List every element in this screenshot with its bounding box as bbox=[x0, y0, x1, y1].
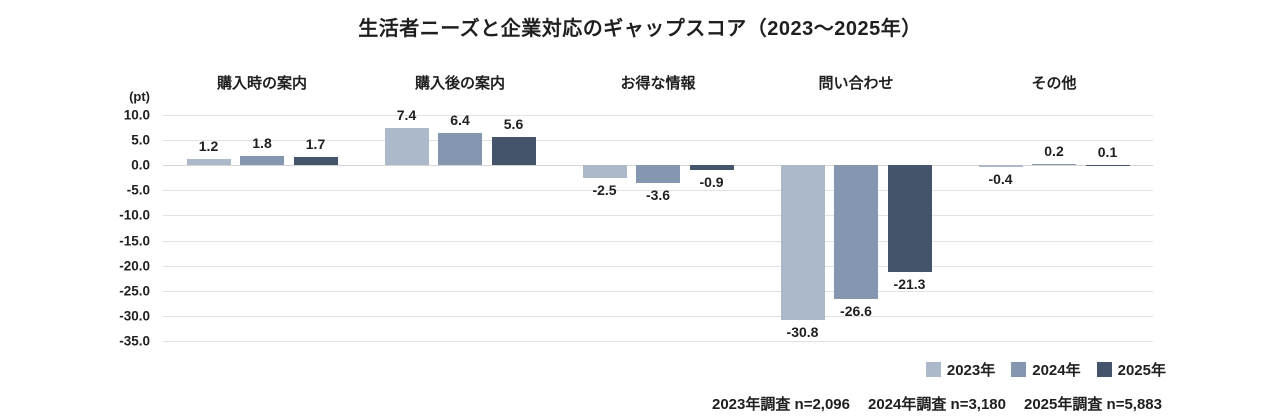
bar-2024年-お得な情報 bbox=[636, 165, 680, 184]
category-label: 問い合わせ bbox=[818, 75, 894, 92]
bar-value-label: -0.4 bbox=[988, 171, 1013, 188]
y-axis-tick-label: 0.0 bbox=[131, 157, 150, 173]
gridline bbox=[163, 265, 1153, 267]
gridline bbox=[163, 215, 1153, 217]
bar-value-label: -30.8 bbox=[786, 323, 819, 340]
gridline bbox=[163, 140, 1153, 142]
bar-2023年-問い合わせ bbox=[780, 165, 825, 320]
gridline bbox=[163, 115, 1153, 116]
bar-value-label: 1.7 bbox=[305, 135, 326, 152]
bar-value-label: -3.6 bbox=[645, 187, 671, 204]
bar-2025年-その他 bbox=[1085, 164, 1130, 166]
legend-label: 2024年 bbox=[1032, 362, 1081, 379]
bar-2023年-お得な情報 bbox=[582, 165, 627, 178]
legend-label: 2025年 bbox=[1117, 362, 1166, 379]
bar-2023年-その他 bbox=[978, 165, 1023, 168]
y-axis-tick-label: 10.0 bbox=[123, 107, 150, 123]
bar-2023年-購入後の案内 bbox=[384, 128, 429, 166]
gridline bbox=[163, 290, 1153, 292]
bar-2024年-購入時の案内 bbox=[240, 156, 284, 166]
gridline bbox=[163, 190, 1153, 192]
legend: 2023年 2024年 2025年 bbox=[925, 359, 1166, 380]
legend-item-2025年: 2025年 bbox=[1096, 359, 1166, 380]
legend-label: 2023年 bbox=[946, 362, 996, 379]
survey-note: 2024年調査 n=3,180 bbox=[868, 396, 1006, 413]
y-axis-tick-label: -35.0 bbox=[119, 333, 150, 349]
survey-note: 2023年調査 n=2,096 bbox=[712, 396, 850, 413]
bar-2024年-その他 bbox=[1032, 164, 1076, 166]
legend-swatch-icon bbox=[1011, 362, 1027, 377]
chart-title: 生活者ニーズと企業対応のギャップスコア（2023～2025年） bbox=[358, 18, 922, 40]
bar-2024年-問い合わせ bbox=[834, 165, 878, 299]
category-label: 購入後の案内 bbox=[414, 75, 506, 92]
y-axis-tick-label: -15.0 bbox=[119, 232, 150, 248]
bar-value-label: -2.5 bbox=[592, 181, 617, 198]
bar-value-label: 7.4 bbox=[396, 107, 417, 124]
bar-2025年-問い合わせ bbox=[887, 165, 932, 273]
y-axis-tick-label: -25.0 bbox=[119, 283, 150, 299]
bar-2023年-購入時の案内 bbox=[186, 159, 231, 166]
legend-item-2023年: 2023年 bbox=[925, 359, 996, 380]
bar-value-label: 0.1 bbox=[1097, 143, 1118, 160]
category-label: その他 bbox=[1031, 75, 1077, 92]
bar-value-label: -21.3 bbox=[893, 276, 926, 293]
gridline bbox=[163, 341, 1153, 342]
gridline bbox=[163, 315, 1153, 317]
bar-value-label: 6.4 bbox=[450, 112, 470, 129]
bar-value-label: 0.2 bbox=[1044, 143, 1064, 160]
bar-value-label: -26.6 bbox=[840, 302, 872, 319]
y-axis-tick-label: -10.0 bbox=[119, 207, 150, 223]
legend-item-2024年: 2024年 bbox=[1011, 359, 1081, 380]
category-label: 購入時の案内 bbox=[216, 75, 308, 92]
survey-note: 2025年調査 n=5,883 bbox=[1024, 396, 1162, 413]
gridline bbox=[163, 240, 1153, 242]
category-label: お得な情報 bbox=[620, 75, 696, 92]
y-axis-unit-label: (pt) bbox=[129, 89, 150, 104]
legend-swatch-icon bbox=[1096, 362, 1112, 377]
bar-2024年-購入後の案内 bbox=[438, 133, 482, 166]
survey-sample-notes: 2023年調査 n=2,096 2024年調査 n=3,180 2025年調査 n=… bbox=[712, 393, 1162, 414]
y-axis-tick-label: -5.0 bbox=[126, 182, 150, 198]
legend-swatch-icon bbox=[925, 362, 941, 377]
bar-value-label: -0.9 bbox=[699, 173, 724, 190]
bar-value-label: 5.6 bbox=[503, 116, 524, 133]
bar-2025年-購入後の案内 bbox=[491, 137, 536, 166]
bar-2025年-購入時の案内 bbox=[293, 156, 338, 166]
bar-2025年-お得な情報 bbox=[689, 165, 734, 170]
bar-value-label: 1.2 bbox=[198, 138, 219, 155]
bar-value-label: 1.8 bbox=[252, 135, 272, 152]
y-axis-tick-label: 5.0 bbox=[131, 132, 150, 148]
y-axis-tick-label: -20.0 bbox=[119, 257, 150, 273]
y-axis-tick-label: -30.0 bbox=[119, 308, 150, 324]
